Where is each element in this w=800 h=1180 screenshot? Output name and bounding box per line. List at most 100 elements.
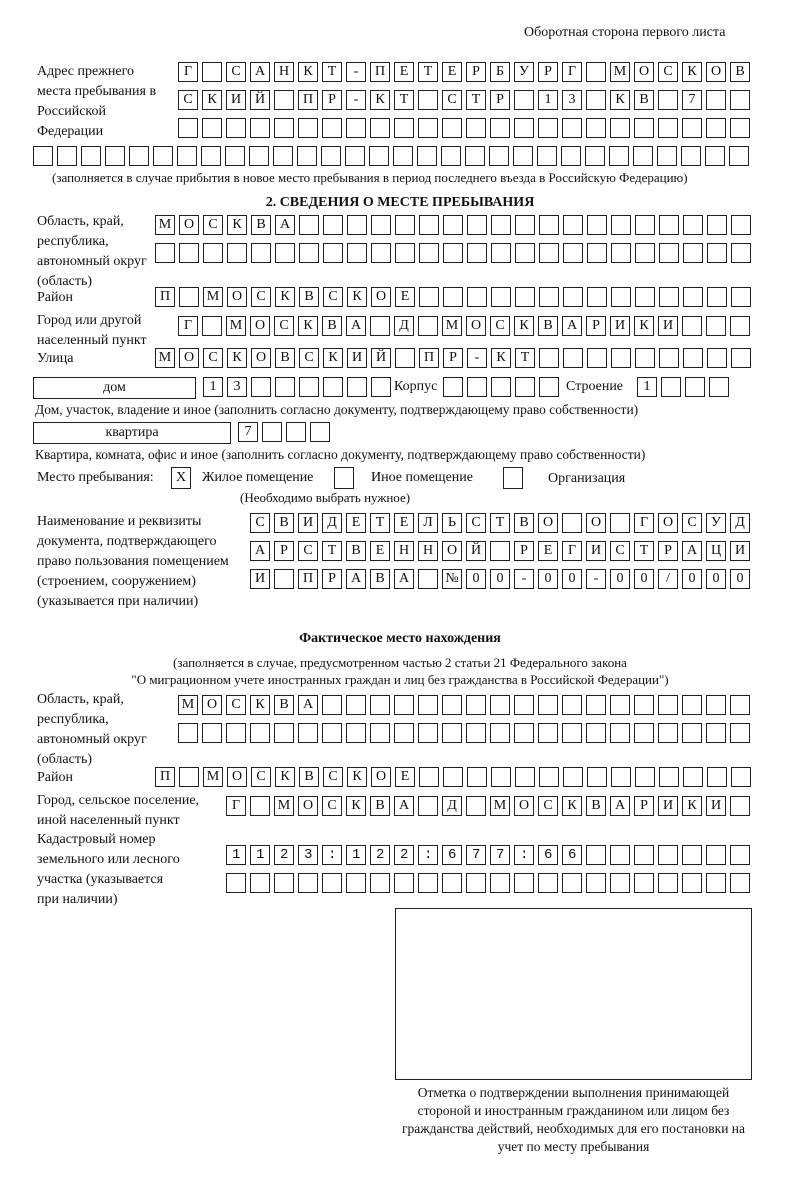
char-cell[interactable] xyxy=(659,348,679,368)
char-cell[interactable] xyxy=(563,348,583,368)
char-cell[interactable] xyxy=(418,845,438,865)
char-cell[interactable]: С xyxy=(299,348,319,368)
char-cell[interactable]: 1 xyxy=(538,90,558,110)
char-cell[interactable] xyxy=(442,723,462,743)
char-cell[interactable] xyxy=(274,873,294,893)
char-cell[interactable] xyxy=(658,90,678,110)
char-cell[interactable]: С xyxy=(538,796,558,816)
char-cell[interactable] xyxy=(467,767,487,787)
char-cell[interactable] xyxy=(682,118,702,138)
char-cell[interactable] xyxy=(394,118,414,138)
char-cell[interactable]: Р xyxy=(443,348,463,368)
char-cell[interactable]: М xyxy=(442,316,462,336)
char-cell[interactable]: Ь xyxy=(442,513,462,533)
prev-address-row-3[interactable] xyxy=(178,118,750,138)
char-cell[interactable] xyxy=(683,348,703,368)
char-cell[interactable] xyxy=(490,723,510,743)
char-cell[interactable] xyxy=(539,215,559,235)
cadastre-row-1[interactable] xyxy=(226,845,750,865)
korpus-field[interactable] xyxy=(443,377,559,397)
char-cell[interactable]: Р xyxy=(658,541,678,561)
char-cell[interactable]: Г xyxy=(178,316,198,336)
cadastre-row-2[interactable] xyxy=(226,873,750,893)
char-cell[interactable] xyxy=(370,695,390,715)
char-cell[interactable]: О xyxy=(586,513,606,533)
char-cell[interactable] xyxy=(225,146,245,166)
char-cell[interactable] xyxy=(442,695,462,715)
char-cell[interactable]: О xyxy=(250,316,270,336)
char-cell[interactable] xyxy=(419,215,439,235)
char-cell[interactable] xyxy=(491,287,511,307)
char-cell[interactable] xyxy=(610,873,630,893)
char-cell[interactable] xyxy=(418,316,438,336)
char-cell[interactable] xyxy=(682,723,702,743)
char-cell[interactable] xyxy=(539,377,559,397)
char-cell[interactable]: А xyxy=(275,215,295,235)
char-cell[interactable] xyxy=(562,873,582,893)
char-cell[interactable] xyxy=(466,796,486,816)
char-cell[interactable] xyxy=(587,215,607,235)
char-cell[interactable]: С xyxy=(274,316,294,336)
char-cell[interactable] xyxy=(323,215,343,235)
char-cell[interactable]: А xyxy=(394,796,414,816)
char-cell[interactable] xyxy=(491,377,511,397)
char-cell[interactable]: Р xyxy=(274,541,294,561)
char-cell[interactable] xyxy=(441,146,461,166)
char-cell[interactable] xyxy=(610,118,630,138)
char-cell[interactable] xyxy=(658,118,678,138)
char-cell[interactable] xyxy=(634,723,654,743)
char-cell[interactable]: С xyxy=(226,695,246,715)
char-cell[interactable] xyxy=(179,767,199,787)
char-cell[interactable] xyxy=(730,316,750,336)
char-cell[interactable]: К xyxy=(275,767,295,787)
char-cell[interactable]: Т xyxy=(515,348,535,368)
char-cell[interactable] xyxy=(129,146,149,166)
char-cell[interactable]: С xyxy=(178,90,198,110)
char-cell[interactable]: В xyxy=(275,348,295,368)
char-cell[interactable] xyxy=(730,118,750,138)
char-cell[interactable] xyxy=(514,695,534,715)
char-cell[interactable] xyxy=(274,118,294,138)
char-cell[interactable] xyxy=(611,243,631,263)
char-cell[interactable] xyxy=(298,723,318,743)
char-cell[interactable]: - xyxy=(586,569,606,589)
char-cell[interactable]: М xyxy=(226,316,246,336)
char-cell[interactable] xyxy=(731,287,751,307)
char-cell[interactable] xyxy=(706,118,726,138)
char-cell[interactable] xyxy=(681,146,701,166)
char-cell[interactable]: П xyxy=(155,767,175,787)
char-cell[interactable]: С xyxy=(322,796,342,816)
char-cell[interactable]: О xyxy=(706,62,726,82)
char-cell[interactable]: К xyxy=(347,767,367,787)
char-cell[interactable] xyxy=(730,90,750,110)
char-cell[interactable] xyxy=(274,845,294,865)
char-cell[interactable] xyxy=(706,316,726,336)
char-cell[interactable] xyxy=(345,146,365,166)
flat-type-box[interactable]: квартира xyxy=(33,422,231,444)
char-cell[interactable]: А xyxy=(346,316,366,336)
char-cell[interactable] xyxy=(323,243,343,263)
char-cell[interactable]: С xyxy=(490,316,510,336)
char-cell[interactable]: И xyxy=(730,541,750,561)
char-cell[interactable] xyxy=(634,845,654,865)
char-cell[interactable]: В xyxy=(730,62,750,82)
char-cell[interactable] xyxy=(491,243,511,263)
char-cell[interactable]: Г xyxy=(226,796,246,816)
char-cell[interactable] xyxy=(730,723,750,743)
char-cell[interactable] xyxy=(442,873,462,893)
char-cell[interactable] xyxy=(587,348,607,368)
char-cell[interactable]: 3 xyxy=(562,90,582,110)
char-cell[interactable] xyxy=(177,146,197,166)
char-cell[interactable]: О xyxy=(371,287,391,307)
char-cell[interactable] xyxy=(371,377,391,397)
char-cell[interactable] xyxy=(286,422,306,442)
char-cell[interactable] xyxy=(203,243,223,263)
char-cell[interactable]: К xyxy=(562,796,582,816)
char-cell[interactable] xyxy=(251,377,271,397)
char-cell[interactable] xyxy=(201,146,221,166)
char-cell[interactable] xyxy=(395,243,415,263)
